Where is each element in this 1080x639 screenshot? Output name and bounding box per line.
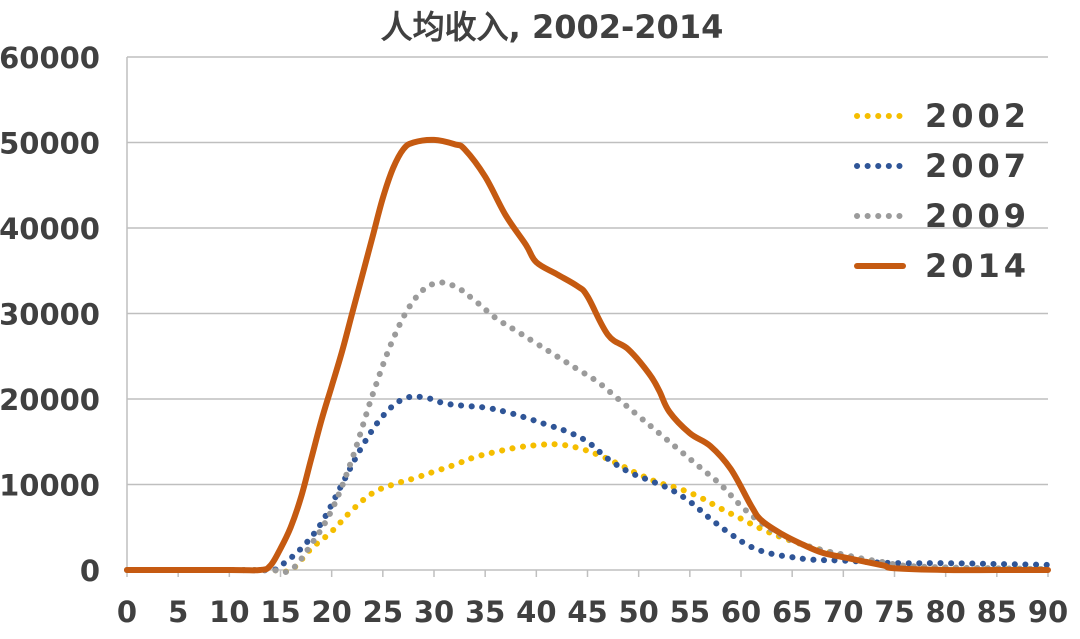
legend-label: 2009: [925, 197, 1030, 235]
x-tick-label: 35: [465, 595, 505, 629]
x-tick-label: 40: [516, 595, 556, 629]
legend-item-2007: 2007: [854, 147, 1030, 185]
x-tick-label: 65: [772, 595, 812, 629]
legend-label: 2014: [925, 247, 1030, 285]
legend-label: 2007: [925, 147, 1030, 185]
x-tick-label: 20: [311, 595, 351, 629]
x-tick-label: 55: [670, 595, 710, 629]
y-axis-tick-labels: 0 10000 20000 30000 40000 50000 60000: [0, 41, 100, 588]
legend-item-2009: 2009: [854, 197, 1030, 235]
legend-item-2002: 2002: [854, 97, 1030, 135]
series-line-2002: [124, 441, 1051, 575]
x-tick-label: 75: [874, 595, 914, 629]
series-line-2014: [124, 136, 1051, 574]
x-axis-tick-labels: 0 5 10 15 20 25 30 35 40 45 50 55 60 65 70 75 80 85 90: [117, 595, 1068, 629]
series-line-2007: [124, 393, 1051, 574]
y-tick-label: 20000: [0, 383, 100, 417]
grid-lines: [127, 56, 1048, 486]
y-tick-label: 60000: [0, 41, 100, 75]
y-tick-label: 40000: [0, 212, 100, 246]
x-tick-label: 30: [414, 595, 454, 629]
y-tick-label: 30000: [0, 298, 100, 332]
y-tick-label: 50000: [0, 127, 100, 161]
x-tick-label: 80: [925, 595, 965, 629]
x-tick-label: 25: [363, 595, 403, 629]
y-tick-label: 0: [80, 554, 100, 588]
x-tick-label: 10: [209, 595, 249, 629]
axes: [126, 57, 1049, 577]
x-tick-label: 90: [1028, 595, 1068, 629]
x-tick-label: 15: [260, 595, 300, 629]
legend: 2002 2007 2009 2014: [854, 97, 1030, 285]
legend-item-2014: 2014: [854, 247, 1030, 285]
chart-title: 人均收入, 2002-2014: [381, 8, 724, 46]
x-tick-label: 60: [721, 595, 761, 629]
x-tick-label: 5: [168, 595, 188, 629]
x-tick-label: 85: [977, 595, 1017, 629]
series-line-2009: [124, 279, 1051, 576]
y-tick-label: 10000: [0, 469, 100, 503]
legend-label: 2002: [925, 97, 1030, 135]
x-tick-label: 50: [618, 595, 658, 629]
x-tick-label: 70: [823, 595, 863, 629]
x-tick-label: 45: [567, 595, 607, 629]
x-tick-label: 0: [117, 595, 137, 629]
series-lines: [124, 136, 1051, 576]
